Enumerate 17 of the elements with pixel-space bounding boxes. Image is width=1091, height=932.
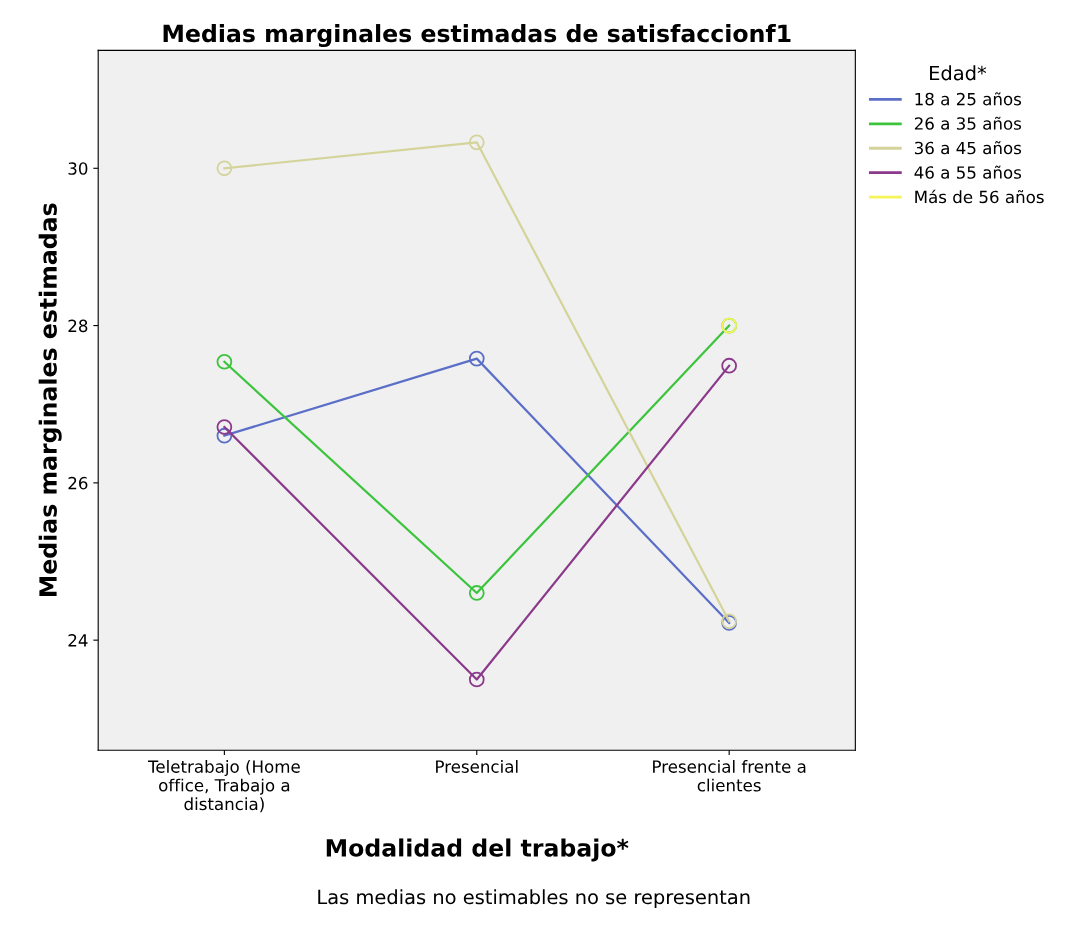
- x-axis-title: Modalidad del trabajo*: [326, 838, 629, 862]
- y-tick-label: 28: [68, 319, 88, 333]
- legend-label: Más de 56 años: [915, 189, 1044, 204]
- x-tick-label: Presencial frente a clientes: [653, 759, 806, 792]
- legend-title: Edad*: [930, 65, 987, 81]
- y-axis-title: Medias marginales estimadas: [38, 203, 62, 597]
- y-tick-label: 26: [68, 476, 88, 490]
- x-tick-label: Presencial: [436, 759, 518, 773]
- y-tick-label: 30: [68, 162, 88, 175]
- x-tick-label: Teletrabajo (Home office, Trabajo a distancia): [147, 759, 300, 813]
- legend-label: 26 a 35 años: [914, 116, 1022, 130]
- legend-label: 46 a 55 años: [914, 165, 1022, 179]
- text: Las medias no estimables no se representan: [318, 889, 750, 909]
- chart-title: Medias marginales estimadas de satisfaccionf1: [163, 24, 791, 48]
- legend-label: 18 a 25 años: [915, 92, 1022, 106]
- y-tick-label: 24: [68, 634, 88, 647]
- legend-label: 36 a 45 años: [914, 141, 1022, 155]
